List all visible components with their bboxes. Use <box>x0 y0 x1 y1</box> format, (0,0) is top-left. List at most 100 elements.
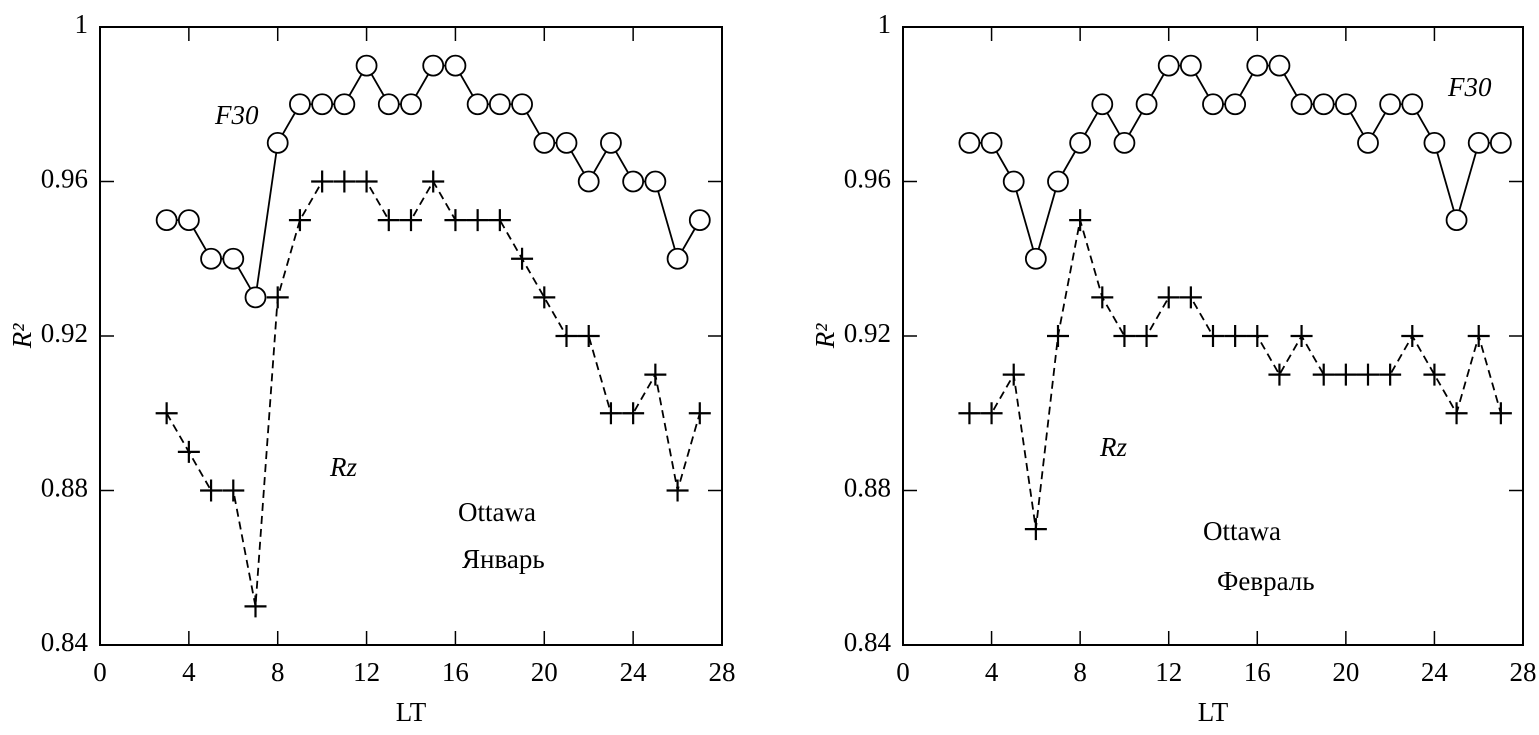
marker <box>355 54 378 77</box>
marker <box>644 363 667 386</box>
marker <box>444 54 467 77</box>
x-tick-label: 16 <box>1244 657 1271 687</box>
marker <box>422 170 445 193</box>
marker <box>1357 363 1379 386</box>
y-tick-label: 0.92 <box>844 318 891 348</box>
annotation: Февраль <box>1217 566 1315 596</box>
marker <box>1113 325 1136 347</box>
marker <box>333 170 356 193</box>
marker <box>1091 286 1114 309</box>
x-tick-label: 20 <box>531 657 558 687</box>
x-tick-label: 0 <box>896 657 910 687</box>
marker <box>1113 131 1136 154</box>
marker <box>444 209 467 232</box>
marker <box>1401 325 1424 347</box>
marker <box>533 131 556 154</box>
x-tick-label: 0 <box>93 657 107 687</box>
y-axis-label: R² <box>7 323 37 349</box>
marker <box>1024 518 1047 541</box>
marker <box>288 209 311 232</box>
marker <box>511 93 533 116</box>
marker <box>1357 131 1379 154</box>
marker <box>1069 209 1092 232</box>
marker <box>1069 131 1092 154</box>
series-label: Rz <box>329 452 357 482</box>
marker <box>266 131 289 154</box>
marker <box>533 286 556 309</box>
marker <box>266 286 289 309</box>
marker <box>1002 363 1025 386</box>
x-tick-label: 16 <box>442 657 469 687</box>
marker <box>1467 325 1490 347</box>
marker <box>1202 93 1224 116</box>
y-tick-label: 1 <box>75 9 89 39</box>
marker <box>466 209 489 232</box>
x-tick-label: 12 <box>353 657 380 687</box>
marker <box>1489 402 1512 425</box>
marker <box>1246 54 1269 77</box>
plot-frame <box>99 26 723 646</box>
series-label: F30 <box>214 100 259 130</box>
marker <box>244 595 267 618</box>
x-tick-label: 4 <box>182 657 196 687</box>
marker <box>1290 325 1313 347</box>
marker <box>1445 402 1468 425</box>
marker <box>1246 325 1269 347</box>
x-tick-label: 4 <box>985 657 999 687</box>
marker <box>1047 170 1069 193</box>
marker <box>577 170 600 193</box>
y-tick-label: 0.84 <box>41 627 89 657</box>
marker <box>400 209 422 232</box>
series <box>958 209 1512 541</box>
marker <box>1467 131 1490 154</box>
marker <box>1268 363 1291 386</box>
marker <box>622 402 645 425</box>
x-tick-label: 28 <box>709 657 736 687</box>
marker <box>333 93 356 116</box>
marker <box>1334 363 1357 386</box>
marker <box>177 440 200 463</box>
series-label: Rz <box>1099 432 1127 462</box>
marker <box>355 170 378 193</box>
y-tick-label: 0.92 <box>41 318 88 348</box>
marker <box>289 93 311 116</box>
marker <box>177 209 200 232</box>
series <box>155 170 711 618</box>
marker <box>488 209 511 232</box>
marker <box>222 247 245 270</box>
marker <box>1157 286 1180 309</box>
marker <box>555 325 578 347</box>
marker <box>1334 93 1357 116</box>
marker <box>1135 93 1158 116</box>
series-label: F30 <box>1447 72 1492 102</box>
marker <box>1135 325 1158 347</box>
marker <box>644 170 667 193</box>
marker <box>1379 363 1402 386</box>
marker <box>311 93 334 116</box>
marker <box>599 402 622 425</box>
marker <box>200 479 223 502</box>
marker <box>422 54 445 77</box>
y-tick-label: 0.88 <box>41 473 88 503</box>
marker <box>980 131 1003 154</box>
marker <box>577 325 600 347</box>
annotation: Ottawa <box>1203 516 1281 546</box>
marker <box>377 93 400 116</box>
marker <box>1379 93 1402 116</box>
marker <box>1024 247 1047 270</box>
x-tick-label: 8 <box>1073 657 1087 687</box>
marker <box>155 402 178 425</box>
marker <box>222 479 245 502</box>
marker <box>488 93 511 116</box>
series <box>155 54 711 309</box>
marker <box>1179 54 1202 77</box>
marker <box>666 479 689 502</box>
marker <box>1423 363 1446 386</box>
marker <box>555 131 578 154</box>
y-tick-label: 0.96 <box>844 164 891 194</box>
marker <box>688 209 711 232</box>
annotation: Ottawa <box>458 497 536 527</box>
series <box>958 54 1512 270</box>
y-tick-label: 0.88 <box>844 473 891 503</box>
annotation: Январь <box>462 544 545 574</box>
